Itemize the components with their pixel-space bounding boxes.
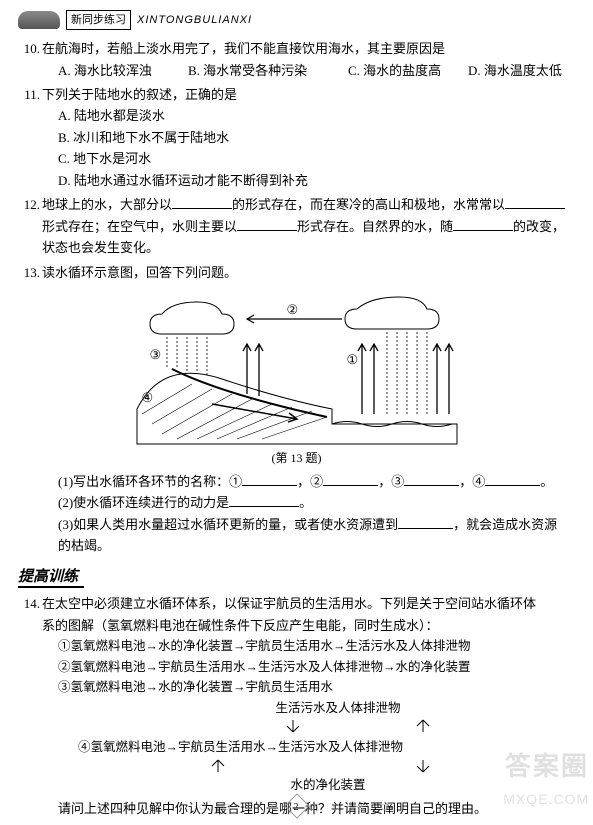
question-11: 11. 下列关于陆地水的叙述，正确的是 A. 陆地水都是淡水 B. 冰川和地下水… — [18, 84, 575, 191]
footer-dots-right: ○ ○ ○ ○ — [308, 800, 394, 815]
q14-line2: ②氢氧燃料电池→宇航员生活用水→生活污水及人体排泄物→水的净化装置 — [58, 657, 575, 678]
fig-label-4: ④ — [142, 387, 154, 408]
q10-option-a: A. 海水比较浑浊 — [58, 60, 188, 81]
q12-p4: 形式存在。自然界的水，随 — [297, 219, 453, 234]
q12-number: 12. — [18, 194, 42, 215]
fig-label-1: ① — [347, 349, 359, 370]
q13-s1d: ，④ — [459, 474, 485, 489]
q13-s1b: ，② — [297, 474, 323, 489]
q14-d4-bot: 水的净化装置 — [78, 775, 478, 796]
q10-option-c: C. 海水的盐度高 — [348, 60, 468, 81]
q14-number: 14. — [18, 593, 42, 614]
q13-s1c: ，③ — [378, 474, 404, 489]
q12-p2: 的形式存在，而在寒冷的高山和极地，水常常以 — [232, 197, 505, 212]
question-12: 12. 地球上的水，大部分以 的形式存在，而在寒冷的高山和极地，水常常以 形式存在… — [18, 194, 575, 258]
q13-s1e: 。 — [540, 474, 553, 489]
q13-number: 13. — [18, 262, 42, 283]
q14-line1: ①氢氧燃料电池→水的净化装置→宇航员生活用水→生活污水及人体排泄物 — [58, 636, 575, 657]
footer-dots-left: ○ ○ ○ ○ — [198, 800, 284, 815]
q13-s1-blank4 — [485, 472, 540, 486]
section-advanced: 提高训练 — [18, 565, 575, 590]
q14-stem: 在太空中必须建立水循环体系，以保证宇航员的生活用水。下列是关于空间站水循环体 系… — [42, 593, 575, 636]
page-footer: ○ ○ ○ ○ 2 ○ ○ ○ ○ — [0, 796, 593, 819]
q13-s1-blank3 — [404, 472, 459, 486]
q12-blank-4 — [453, 217, 513, 231]
page-number: 2 — [284, 793, 309, 818]
q12-text: 地球上的水，大部分以 的形式存在，而在寒冷的高山和极地，水常常以 形式存在；在空气… — [42, 194, 575, 258]
content-area: 10. 在航海时，若船上淡水用完了，我们不能直接饮用海水，其主要原因是 A. 海… — [18, 38, 575, 819]
q10-option-b: B. 海水常受各种污染 — [188, 60, 348, 81]
q13-s2-blank — [229, 493, 299, 507]
q13-s1a: (1)写出水循环各环节的名称：① — [58, 474, 242, 489]
q11-number: 11. — [18, 84, 42, 105]
q14-d4-top: 生活污水及人体排泄物 — [78, 698, 478, 719]
q12-blank-1 — [172, 195, 232, 209]
question-14: 14. 在太空中必须建立水循环体系，以保证宇航员的生活用水。下列是关于空间站水循… — [18, 593, 575, 819]
q13-s3-blank — [398, 515, 453, 529]
q12-p3: 形式存在；在空气中，水则主要以 — [42, 219, 237, 234]
q14-d4-left: ④氢氧燃料电池→宇航员生活用水→生活污水及人体排泄物 — [78, 737, 403, 758]
q12-p5: 的改变， — [513, 219, 565, 234]
q10-stem: 在航海时，若船上淡水用完了，我们不能直接饮用海水，其主要原因是 — [42, 38, 575, 59]
q14-stem-line1: 在太空中必须建立水循环体系，以保证宇航员的生活用水。下列是关于空间站水循环体 — [42, 596, 536, 611]
q13-caption: (第 13 题) — [272, 449, 322, 469]
q13-sub3: (3)如果人类用水量超过水循环更新的量，或者使水资源遭到 ，就会造成水资源 的枯竭… — [18, 514, 575, 557]
q13-s3a: (3)如果人类用水量超过水循环更新的量，或者使水资源遭到 — [58, 517, 398, 532]
q12-blank-2 — [505, 195, 565, 209]
water-cycle-diagram: ① ② ③ ④ — [132, 289, 462, 449]
header-badge-icon — [18, 11, 60, 29]
q13-s1-blank1 — [242, 472, 297, 486]
q11-option-a: A. 陆地水都是淡水 — [58, 105, 575, 126]
q12-p6: 状态也会发生变化。 — [42, 240, 159, 255]
q13-figure: ① ② ③ ④ (第 13 题) — [18, 289, 575, 469]
page-header: 新同步练习 XINTONGBULIANXI — [18, 10, 575, 30]
question-10: 10. 在航海时，若船上淡水用完了，我们不能直接饮用海水，其主要原因是 A. 海… — [18, 38, 575, 81]
q13-s2a: (2)使水循环连续进行的动力是 — [58, 495, 229, 510]
q12-p1: 地球上的水，大部分以 — [42, 197, 172, 212]
header-pinyin: XINTONGBULIANXI — [137, 11, 252, 29]
q11-option-b: B. 冰川和地下水不属于陆地水 — [58, 127, 575, 148]
q10-option-d: D. 海水温度太低 — [468, 60, 562, 81]
header-series-title: 新同步练习 — [66, 10, 131, 30]
q13-s3b: ，就会造成水资源 — [453, 517, 557, 532]
q13-stem: 读水循环示意图，回答下列问题。 — [42, 262, 575, 283]
q14-stem-line2: 系的图解（氢氧燃料电池在碱性条件下反应产生电能，同时生成水）： — [42, 618, 439, 633]
q13-s2b: 。 — [299, 495, 312, 510]
q10-number: 10. — [18, 38, 42, 59]
q11-option-c: C. 地下水是河水 — [58, 148, 575, 169]
q13-sub1: (1)写出水循环各环节的名称：① ，② ，③ ，④ 。 — [18, 471, 575, 492]
q13-sub2: (2)使水循环连续进行的动力是 。 — [18, 492, 575, 513]
q13-s1-blank2 — [323, 472, 378, 486]
fig-label-3: ③ — [150, 344, 162, 365]
q14-diagram4: 生活污水及人体排泄物 ④氢氧燃料电池→宇航员生活用水→生活污水及人体排泄物 — [78, 698, 478, 796]
q12-blank-3 — [237, 217, 297, 231]
section-advanced-label: 提高训练 — [18, 569, 84, 588]
page-number-value: 2 — [293, 798, 298, 816]
question-13: 13. 读水循环示意图，回答下列问题。 — [18, 262, 575, 557]
q11-option-d: D. 陆地水通过水循环运动才能不断得到补充 — [58, 170, 575, 191]
q11-stem: 下列关于陆地水的叙述，正确的是 — [42, 84, 575, 105]
q14-line3: ③氢氧燃料电池→水的净化装置→宇航员生活用水 — [58, 677, 575, 698]
fig-label-2: ② — [287, 299, 299, 320]
q13-s3c: 的枯竭。 — [58, 538, 110, 553]
